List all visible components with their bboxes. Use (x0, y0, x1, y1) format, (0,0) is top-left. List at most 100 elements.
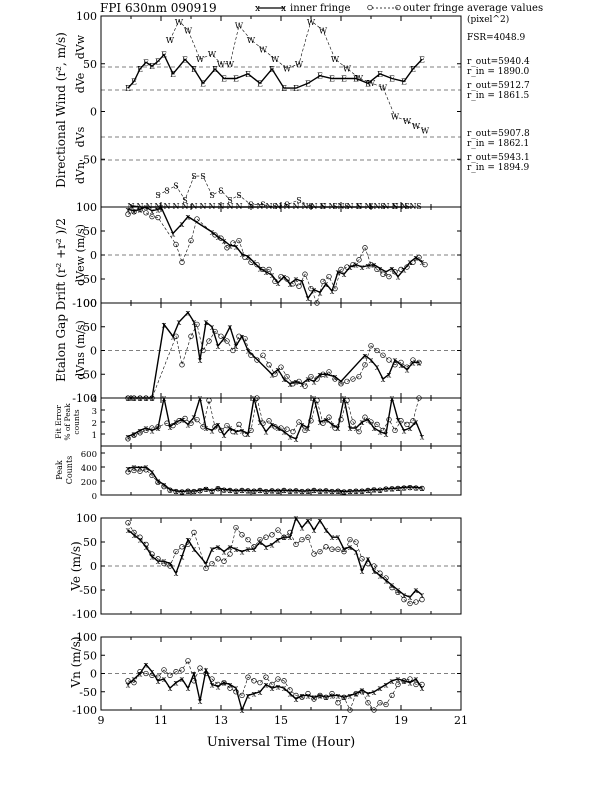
y-tick-label: 100 (76, 297, 97, 310)
point-inner: x (246, 347, 251, 356)
point-outer (188, 420, 194, 426)
point-inner: x (216, 484, 221, 493)
point-inner: x (234, 684, 239, 693)
point-inner: x (246, 691, 251, 700)
point-outer (272, 371, 278, 377)
point-outer (275, 488, 281, 494)
point-inner: x (198, 356, 203, 365)
point-outer (185, 658, 191, 664)
y-tick-label: 50 (83, 649, 97, 662)
point-outer (131, 209, 137, 215)
point-inner: x (354, 548, 359, 557)
point-outer (338, 381, 344, 387)
point-inner: x (288, 280, 293, 289)
point-inner: x (312, 526, 317, 535)
y-tick-label: -50 (79, 368, 97, 381)
point-inner: x (282, 684, 287, 693)
point-inner: x (318, 370, 323, 379)
point-outer (344, 264, 350, 270)
point-inner: x (240, 250, 245, 259)
point-outer (125, 211, 131, 217)
point-inner: x (150, 468, 155, 477)
legend-outer-marker-left (367, 4, 373, 11)
y-tick-label: 0 (90, 668, 97, 681)
point-outer (206, 338, 212, 344)
point-marker-E: E (191, 65, 197, 74)
point-outer (398, 418, 404, 424)
point-inner: x (150, 207, 155, 216)
y-tick-label: 200 (81, 478, 97, 488)
point-outer (320, 420, 326, 426)
series-line-outer (127, 522, 423, 604)
series-line-W (169, 20, 426, 131)
point-outer (356, 373, 362, 380)
point-outer (209, 676, 215, 682)
point-outer (272, 278, 278, 285)
point-inner: x (387, 370, 392, 379)
point-inner: x (324, 526, 329, 535)
point-inner: x (336, 533, 341, 542)
point-inner: x (294, 695, 299, 704)
panel-frame-directional (100, 15, 462, 208)
y-tick-label: 0 (90, 560, 97, 573)
point-inner: x (312, 394, 317, 403)
point-inner: x (186, 487, 191, 496)
point-inner: x (408, 679, 413, 688)
point-inner: x (378, 684, 383, 693)
point-inner: x (300, 524, 305, 533)
peak-axis-label-1: Peak (55, 460, 64, 480)
point-inner: x (420, 258, 425, 267)
point-outer (245, 488, 251, 494)
point-outer (155, 479, 161, 486)
point-inner: x (216, 543, 221, 552)
point-inner: x (162, 394, 167, 403)
point-inner: x (150, 552, 155, 561)
point-outer (254, 357, 260, 363)
point-inner: x (282, 375, 287, 384)
point-inner: x (198, 394, 203, 403)
point-inner: x (180, 416, 185, 425)
point-outer (398, 359, 404, 366)
panel-frame-vn (100, 636, 462, 711)
point-inner: x (186, 684, 191, 693)
y-tick-label: -100 (72, 704, 97, 717)
legend-inner-marker-left: x (255, 4, 260, 14)
point-outer (371, 487, 377, 493)
point-outer (221, 487, 227, 493)
y-tick-label: 0 (90, 345, 97, 358)
point-inner: x (360, 567, 365, 576)
y-tick-label: 1 (92, 431, 97, 441)
point-outer (149, 672, 155, 678)
point-outer (329, 488, 335, 495)
point-inner: x (390, 264, 395, 273)
point-outer (179, 362, 185, 368)
point-outer (317, 548, 323, 555)
point-marker-E: E (305, 79, 311, 88)
point-outer (272, 424, 278, 430)
point-outer (332, 376, 338, 382)
point-outer (299, 536, 305, 543)
point-outer (419, 596, 425, 603)
point-inner: x (402, 591, 407, 600)
point-outer (251, 678, 257, 684)
point-outer (236, 237, 242, 244)
series-line-inner (127, 663, 423, 713)
point-outer (125, 678, 131, 684)
point-outer (281, 678, 287, 684)
point-outer (230, 428, 236, 435)
point-inner: x (252, 394, 257, 403)
point-outer (338, 416, 344, 423)
point-inner: x (396, 273, 401, 282)
point-outer (218, 235, 224, 241)
point-inner: x (312, 377, 317, 386)
point-outer (137, 669, 143, 675)
point-outer (173, 241, 179, 248)
point-outer (314, 376, 320, 382)
point-inner: x (264, 680, 269, 689)
point-inner: x (384, 680, 389, 689)
point-inner: x (126, 432, 131, 441)
point-inner: x (210, 545, 215, 554)
point-outer (371, 707, 377, 713)
point-outer (230, 347, 236, 354)
